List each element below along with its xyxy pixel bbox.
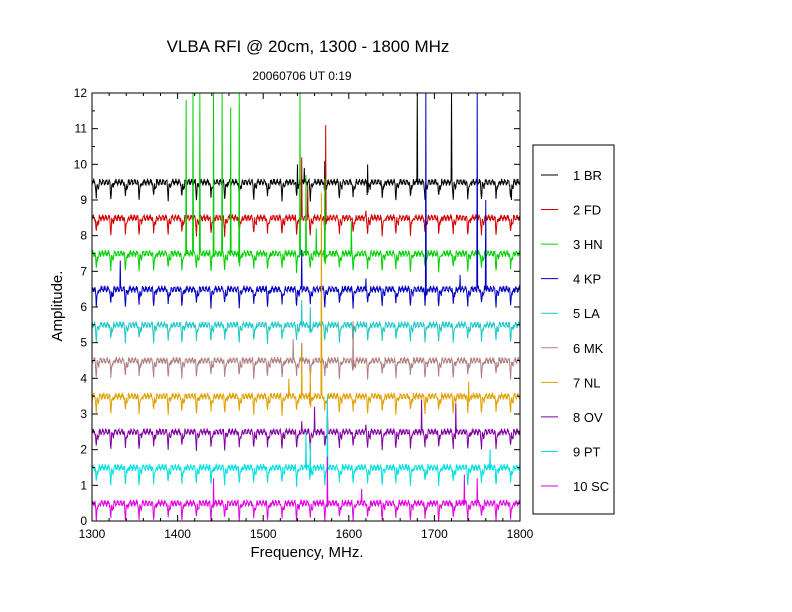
- y-tick-label: 3: [80, 407, 87, 421]
- series-line: [91, 299, 521, 345]
- series-line: [91, 456, 521, 522]
- y-tick-label: 4: [80, 371, 87, 385]
- x-tick-label: 1400: [164, 527, 191, 541]
- series-line: [91, 92, 521, 309]
- legend-label: 8 OV: [573, 410, 603, 425]
- legend-label: 4 KP: [573, 272, 601, 287]
- x-tick-label: 1700: [421, 527, 448, 541]
- legend-box: [532, 144, 615, 515]
- y-tick-label: 10: [74, 157, 88, 171]
- x-ticks: 1300 1400 1500 1600 1700 1800: [79, 93, 534, 541]
- chart-subtitle: 20060706 UT 0:19: [252, 69, 352, 83]
- series-line: [91, 92, 521, 273]
- legend-label: 6 MK: [573, 341, 604, 356]
- y-tick-label: 2: [80, 443, 87, 457]
- y-tick-label: 5: [80, 336, 87, 350]
- y-tick-label: 0: [80, 514, 87, 528]
- y-tick-label: 9: [80, 193, 87, 207]
- x-tick-label: 1600: [335, 527, 362, 541]
- series-line: [91, 396, 521, 487]
- y-tick-label: 7: [80, 264, 87, 278]
- series-layer: [91, 92, 521, 522]
- legend-label: 2 FD: [573, 203, 601, 218]
- y-tick-label: 11: [75, 122, 88, 136]
- y-tick-label: 1: [80, 478, 87, 492]
- legend-label: 10 SC: [573, 479, 609, 494]
- legend: 1 BR 2 FD 3 HN 4 KP 5 LA 6 MK 7 NL 8 OV 9 PT 10 S…: [532, 144, 615, 515]
- legend-label: 1 BR: [573, 168, 602, 183]
- y-tick-label: 6: [80, 300, 87, 314]
- x-axis-label: Frequency, MHz.: [250, 544, 363, 561]
- x-tick-label: 1500: [250, 527, 277, 541]
- y-tick-label: 12: [74, 86, 88, 100]
- legend-label: 7 NL: [573, 375, 600, 390]
- legend-label: 5 LA: [573, 306, 600, 321]
- series-line: [91, 192, 521, 416]
- x-tick-label: 1300: [79, 527, 106, 541]
- legend-label: 9 PT: [573, 444, 601, 459]
- legend-label: 3 HN: [573, 237, 603, 252]
- y-tick-label: 8: [80, 229, 87, 243]
- x-tick-label: 1800: [507, 527, 534, 541]
- chart-title: VLBA RFI @ 20cm, 1300 - 1800 MHz: [167, 37, 450, 56]
- y-axis-label: Amplitude.: [49, 271, 66, 342]
- series-line: [91, 321, 521, 380]
